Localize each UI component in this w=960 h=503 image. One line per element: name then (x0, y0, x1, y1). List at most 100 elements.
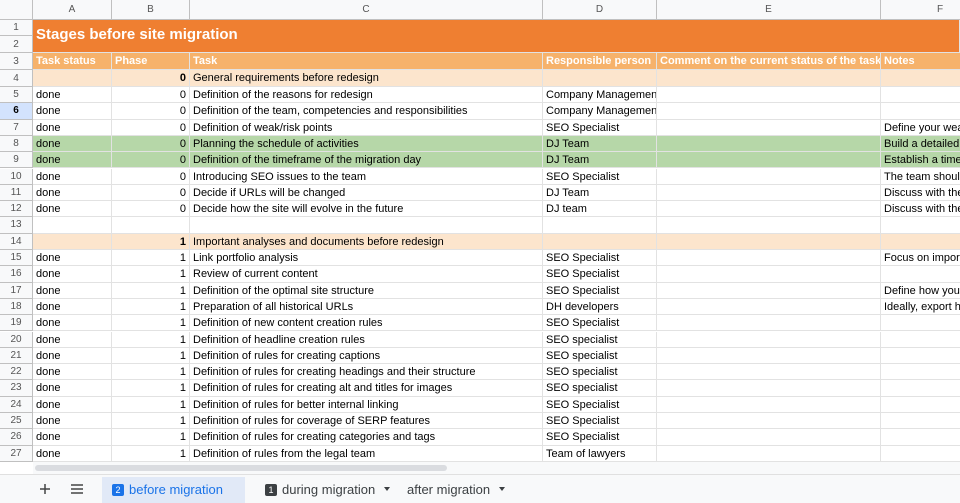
cell-phase[interactable]: 0 (112, 135, 190, 153)
cell-status[interactable]: done (33, 364, 112, 381)
cell-person[interactable]: SEO Specialist (543, 266, 657, 283)
cell-status[interactable]: done (33, 168, 112, 185)
cell[interactable] (657, 168, 881, 185)
cell[interactable] (657, 87, 881, 104)
cell-person[interactable]: SEO Specialist (543, 413, 657, 430)
row-number[interactable]: 9 (0, 152, 33, 169)
cell-task[interactable]: Definition of new content creation rules (190, 315, 543, 332)
cell[interactable] (657, 445, 881, 462)
cell-phase[interactable]: 1 (112, 298, 190, 316)
cell[interactable] (881, 266, 960, 283)
cell[interactable] (881, 380, 960, 397)
cell[interactable] (657, 413, 881, 430)
cell[interactable] (657, 250, 881, 267)
cell[interactable] (881, 364, 960, 381)
cell-status[interactable]: done (33, 282, 112, 299)
cell-person[interactable]: SEO Specialist (543, 250, 657, 267)
cell[interactable] (657, 119, 881, 136)
cell[interactable] (881, 397, 960, 413)
cell-person[interactable]: SEO specialist (543, 380, 657, 397)
cell-person[interactable]: SEO specialist (543, 347, 657, 365)
cell-task[interactable]: Definition of rules from the legal team (190, 445, 543, 462)
cell[interactable] (881, 70, 960, 87)
cell-person[interactable]: DH developers (543, 298, 657, 316)
cell-phase[interactable]: 1 (112, 364, 190, 381)
cell-phase[interactable]: 0 (112, 168, 190, 185)
cell-status[interactable]: done (33, 380, 112, 397)
cell[interactable] (657, 135, 881, 153)
scrollbar-thumb[interactable] (35, 465, 447, 471)
cell-person[interactable]: SEO specialist (543, 331, 657, 348)
sheet-tab[interactable]: 1 during migration (255, 477, 405, 503)
cell-task[interactable]: Definition of the optimal site structure (190, 282, 543, 299)
cell[interactable] (881, 315, 960, 332)
cell[interactable] (33, 217, 112, 234)
cell-person[interactable]: SEO Specialist (543, 315, 657, 332)
cell[interactable] (881, 413, 960, 430)
cell[interactable] (657, 217, 881, 234)
row-number[interactable]: 3 (0, 53, 33, 70)
column-letter[interactable]: C (190, 0, 543, 20)
cell-status[interactable]: done (33, 315, 112, 332)
row-number[interactable]: 20 (0, 331, 33, 348)
cell-task[interactable]: Definition of the timeframe of the migra… (190, 152, 543, 169)
cell-status[interactable]: done (33, 347, 112, 365)
cell-phase[interactable]: 1 (112, 380, 190, 397)
tab-dropdown[interactable] (379, 484, 395, 494)
cell[interactable] (657, 201, 881, 218)
cell-task[interactable]: Preparation of all historical URLs (190, 298, 543, 316)
column-letter[interactable]: D (543, 0, 657, 20)
cell-phase[interactable]: 1 (112, 396, 190, 413)
row-number[interactable]: 15 (0, 250, 33, 267)
cell-notes[interactable]: Define how you v (881, 283, 960, 299)
row-number[interactable]: 19 (0, 315, 33, 332)
cell-task[interactable]: Definition of rules for creating categor… (190, 429, 543, 446)
row-number[interactable]: 21 (0, 347, 33, 365)
row-number[interactable]: 5 (0, 87, 33, 104)
cell-task[interactable]: Definition of the reasons for redesign (190, 87, 543, 104)
cell[interactable] (657, 282, 881, 299)
cell-phase[interactable]: 0 (112, 201, 190, 218)
cell[interactable] (657, 298, 881, 316)
cell-task[interactable]: Important analyses and documents before … (190, 233, 543, 250)
row-number[interactable]: 22 (0, 364, 33, 381)
cell[interactable] (657, 315, 881, 332)
cell-task[interactable]: Definition of rules for creating caption… (190, 347, 543, 365)
cell-notes[interactable]: Ideally, export his (881, 299, 960, 316)
cell-person[interactable]: SEO Specialist (543, 168, 657, 185)
sheet-tab[interactable]: 2 before migration (102, 477, 245, 503)
cell-person[interactable]: SEO Specialist (543, 396, 657, 413)
cell-phase[interactable]: 1 (112, 429, 190, 446)
cell-phase[interactable]: 1 (112, 250, 190, 267)
cell-status[interactable]: done (33, 201, 112, 218)
cell-status[interactable]: done (33, 184, 112, 202)
row-number[interactable]: 26 (0, 429, 33, 446)
cell-person[interactable]: DJ Team (543, 135, 657, 153)
cell[interactable] (881, 87, 960, 104)
cell-status[interactable]: done (33, 445, 112, 462)
cell-task[interactable]: Planning the schedule of activities (190, 135, 543, 153)
cell-status[interactable]: done (33, 135, 112, 153)
cell-person[interactable]: SEO Specialist (543, 429, 657, 446)
cell-notes[interactable]: Build a detailed s (881, 135, 960, 153)
cell-phase[interactable]: 1 (112, 282, 190, 299)
cell-notes[interactable]: Focus on importa (881, 250, 960, 267)
cell-task[interactable]: Decide if URLs will be changed (190, 184, 543, 202)
cell-task[interactable]: Link portfolio analysis (190, 250, 543, 267)
cell-phase[interactable]: 0 (112, 103, 190, 120)
row-number[interactable]: 17 (0, 282, 33, 299)
row-number[interactable]: 14 (0, 233, 33, 250)
cell-task[interactable]: Definition of rules for coverage of SERP… (190, 413, 543, 430)
cell-status[interactable]: done (33, 266, 112, 283)
cell[interactable] (657, 396, 881, 413)
cell[interactable] (657, 152, 881, 169)
cell-status[interactable]: done (33, 87, 112, 104)
row-number[interactable]: 10 (0, 168, 33, 185)
column-letter[interactable]: A (33, 0, 112, 20)
cell-person[interactable]: SEO Specialist (543, 119, 657, 136)
cell[interactable] (657, 364, 881, 381)
cell-task[interactable]: Definition of rules for better internal … (190, 396, 543, 413)
row-number[interactable]: 24 (0, 396, 33, 413)
cell-phase[interactable]: 0 (112, 119, 190, 136)
cell[interactable] (657, 380, 881, 397)
